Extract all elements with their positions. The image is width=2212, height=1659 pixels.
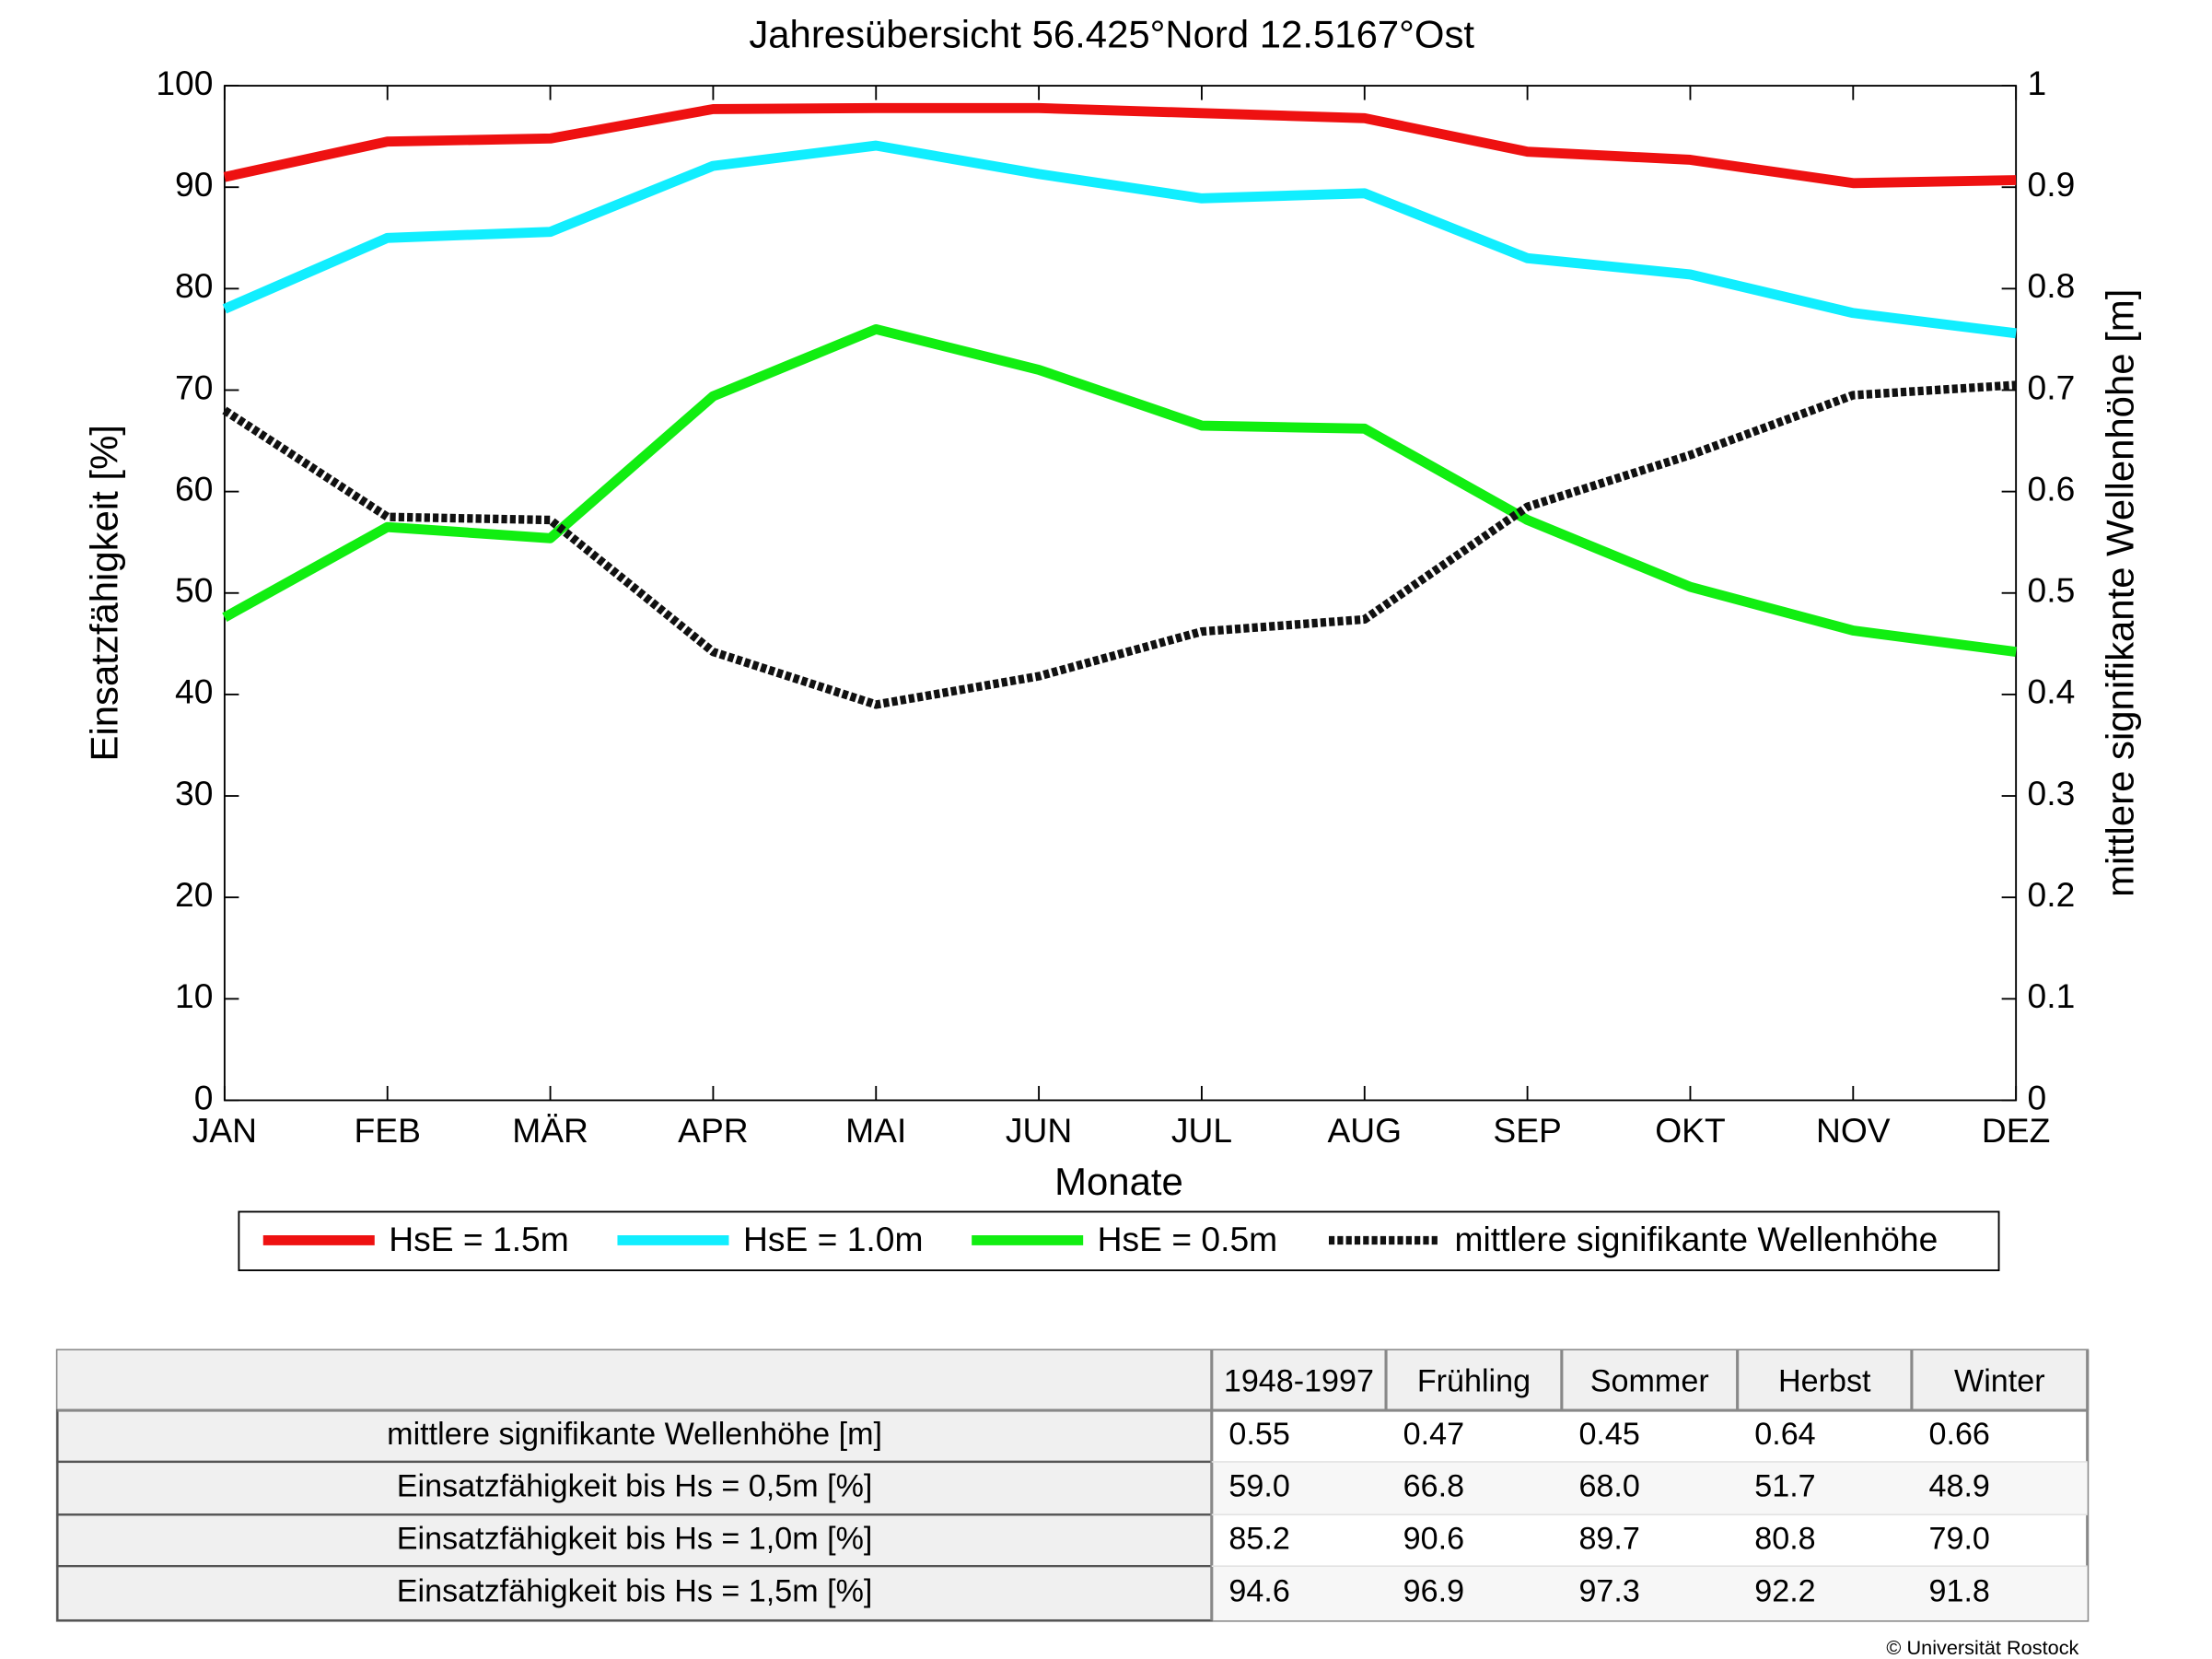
series-line	[222, 140, 2017, 339]
table-cell: 0.64	[1754, 1417, 1815, 1452]
table-cell: 0.66	[1929, 1417, 1990, 1452]
y2-axis-label: mittlere signifikante Wellenhöhe [m]	[2099, 289, 2142, 897]
row-label: Einsatzfähigkeit bis Hs = 1,0m [%]	[397, 1521, 873, 1556]
x-tick-label: JUN	[1006, 1111, 1072, 1150]
y-tick-label: 50	[175, 571, 213, 610]
x-axis-label: Monate	[1054, 1160, 1183, 1203]
y-tick-label: 70	[175, 368, 213, 406]
x-tick-label: MÄR	[512, 1111, 588, 1150]
x-tick-label: JUL	[1171, 1111, 1232, 1150]
row-header-bg	[56, 1460, 1213, 1516]
y2-tick-label: 0.7	[2028, 368, 2076, 406]
legend-label: mittlere signifikante Wellenhöhe	[1455, 1220, 1938, 1258]
table-cell: 48.9	[1929, 1469, 1990, 1504]
y-tick-label: 20	[175, 875, 213, 914]
y2-tick-label: 0.3	[2028, 774, 2076, 812]
table-cell: 80.8	[1754, 1521, 1815, 1556]
y-tick-label: 40	[175, 672, 213, 711]
table-cell: 0.55	[1228, 1417, 1289, 1452]
table-cell: 92.2	[1754, 1574, 1815, 1609]
x-tick-label: AUG	[1327, 1111, 1402, 1150]
table-cell: 89.7	[1578, 1521, 1639, 1556]
legend-label: HsE = 1.5m	[389, 1220, 568, 1258]
legend-box	[238, 1210, 2000, 1271]
row-header-bg	[56, 1565, 1213, 1622]
row-header-bg	[56, 1513, 1213, 1568]
row-label: Einsatzfähigkeit bis Hs = 1,5m [%]	[397, 1574, 873, 1609]
x-tick-label: DEZ	[1982, 1111, 2050, 1150]
table-header-bg	[57, 1349, 2088, 1411]
legend-label: HsE = 0.5m	[1098, 1220, 1277, 1258]
y-tick-label: 30	[175, 774, 213, 812]
y-tick-label: 60	[175, 469, 213, 508]
x-tick-label: MAI	[845, 1111, 906, 1150]
series-line	[222, 380, 2017, 709]
y-tick-label: 90	[175, 165, 213, 204]
y2-tick-label: 0	[2028, 1078, 2047, 1116]
table-cell: 90.6	[1403, 1521, 1464, 1556]
table-cell: 85.2	[1228, 1521, 1289, 1556]
x-tick-label: FEB	[355, 1111, 421, 1150]
x-tick-label: SEP	[1493, 1111, 1561, 1150]
y-tick-label: 0	[194, 1078, 214, 1116]
table-cell: 0.45	[1578, 1417, 1639, 1452]
y2-tick-label: 0.2	[2028, 875, 2076, 914]
legend-label: HsE = 1.0m	[743, 1220, 923, 1258]
x-tick-label: OKT	[1655, 1111, 1726, 1150]
x-tick-label: JAN	[192, 1111, 257, 1150]
column-header: Frühling	[1417, 1364, 1531, 1399]
table-cell: 51.7	[1754, 1469, 1815, 1504]
y2-tick-label: 0.9	[2028, 165, 2076, 204]
row-stripe	[1211, 1461, 2088, 1515]
y2-tick-label: 0.6	[2028, 469, 2076, 508]
series-line	[223, 102, 2017, 189]
column-header: Sommer	[1590, 1364, 1709, 1399]
y2-tick-label: 1	[2028, 64, 2047, 102]
row-label: mittlere signifikante Wellenhöhe [m]	[387, 1417, 882, 1452]
y-tick-label: 10	[175, 976, 213, 1015]
chart-title: Jahresübersicht 56.425°Nord 12.5167°Ost	[749, 12, 1474, 55]
table-cell: 79.0	[1929, 1521, 1990, 1556]
table-cell: 68.0	[1578, 1469, 1639, 1504]
y-tick-label: 100	[156, 64, 213, 102]
y-tick-label: 80	[175, 266, 213, 305]
y2-tick-label: 0.1	[2028, 976, 2076, 1015]
series-line	[222, 323, 2017, 658]
row-stripe	[1211, 1566, 2088, 1621]
table-cell: 0.47	[1403, 1417, 1464, 1452]
table-cell: 97.3	[1578, 1574, 1639, 1609]
table-cell: 94.6	[1228, 1574, 1289, 1609]
credit: © Universität Rostock	[1886, 1636, 2078, 1659]
y2-tick-label: 0.8	[2028, 266, 2076, 305]
table-cell: 91.8	[1929, 1574, 1990, 1609]
x-tick-label: NOV	[1816, 1111, 1891, 1150]
column-header: Winter	[1954, 1364, 2045, 1399]
row-label: Einsatzfähigkeit bis Hs = 0,5m [%]	[397, 1469, 873, 1504]
column-header: 1948-1997	[1224, 1364, 1374, 1399]
table-cell: 66.8	[1403, 1469, 1464, 1504]
table-cell: 59.0	[1228, 1469, 1289, 1504]
column-header: Herbst	[1778, 1364, 1871, 1399]
x-tick-label: APR	[678, 1111, 749, 1150]
y2-tick-label: 0.5	[2028, 571, 2076, 610]
table-cell: 96.9	[1403, 1574, 1464, 1609]
y2-tick-label: 0.4	[2028, 672, 2076, 711]
y-axis-label: Einsatzfähigkeit [%]	[83, 425, 126, 761]
